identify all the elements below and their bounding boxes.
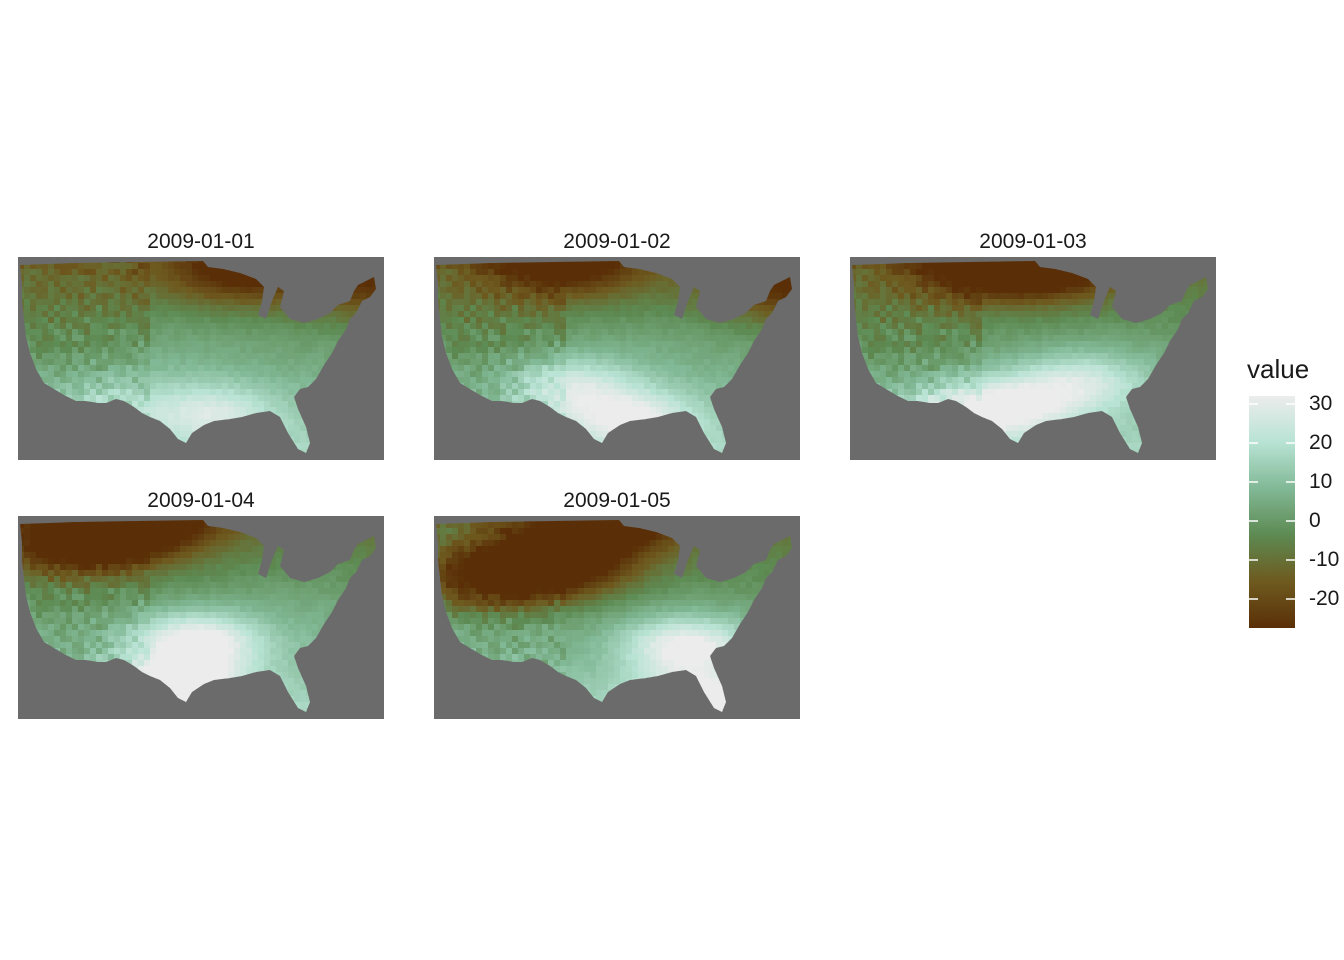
temperature-map xyxy=(850,257,1216,460)
temperature-map xyxy=(18,516,384,719)
facet-panel-3: 2009-01-03 xyxy=(850,227,1216,460)
legend-tick-label: -20 xyxy=(1309,587,1340,610)
facet-panel-5: 2009-01-05 xyxy=(434,486,800,719)
legend-title: value xyxy=(1247,354,1310,384)
legend-tick-label: 10 xyxy=(1309,470,1333,493)
facet-title: 2009-01-03 xyxy=(979,230,1087,253)
facet-title: 2009-01-02 xyxy=(563,230,671,253)
facet-panel-4: 2009-01-04 xyxy=(18,486,384,719)
legend-colorbar xyxy=(1249,396,1295,628)
facet-title: 2009-01-04 xyxy=(147,489,255,512)
legend-tick-label: 0 xyxy=(1309,509,1321,532)
temperature-map xyxy=(18,257,384,460)
facet-panel-2: 2009-01-02 xyxy=(434,227,800,460)
facet-title: 2009-01-05 xyxy=(563,489,671,512)
temperature-map xyxy=(434,516,800,719)
temperature-map xyxy=(434,257,800,460)
facet-title: 2009-01-01 xyxy=(147,230,255,253)
legend-tick-label: 20 xyxy=(1309,431,1333,454)
facet-panel-1: 2009-01-01 xyxy=(18,227,384,460)
legend-tick-label: 30 xyxy=(1309,392,1333,415)
legend-tick-label: -10 xyxy=(1309,548,1340,571)
legend: value 30 20 10 0 -10 -20 xyxy=(1247,352,1344,628)
